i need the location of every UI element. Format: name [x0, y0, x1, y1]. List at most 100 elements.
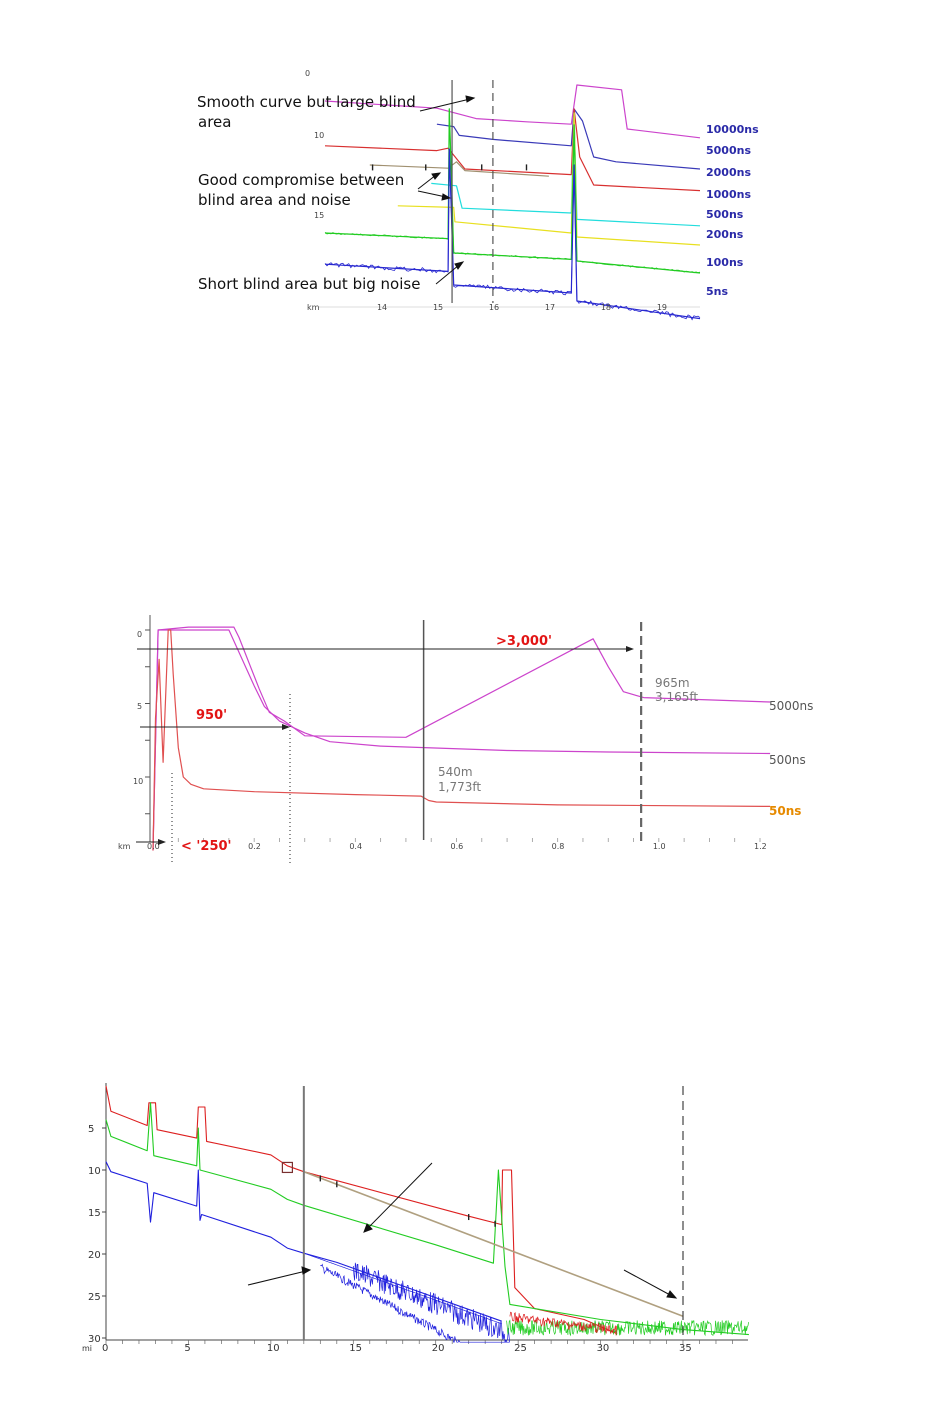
- series-line-green: [105, 1102, 749, 1336]
- series-label-500ns: 500ns: [706, 208, 744, 221]
- y-tick-10: 10: [133, 777, 143, 786]
- noise-burst-red: [509, 1311, 618, 1336]
- x-tick-1-0: 1.0: [653, 842, 666, 851]
- series-label-1000ns: 1000ns: [706, 188, 751, 201]
- chart-dead-zone-comparison: 0 5 10 5000ns 500ns 50ns km 0.0 0.2 0.4 0.6 0.8…: [118, 615, 813, 865]
- series-line-5000ns: [152, 626, 771, 851]
- y-tick-30: 30: [88, 1334, 101, 1345]
- x-tick-5: 5: [184, 1343, 190, 1354]
- range-arrow-head: [626, 646, 634, 652]
- chart2-x-ticks: km 0.0 0.2 0.4 0.6 0.8 1.0 1.2: [118, 842, 767, 851]
- y-tick-10: 10: [88, 1166, 101, 1177]
- y-tick-0: 0: [305, 69, 310, 78]
- y-tick-5: 5: [137, 702, 142, 711]
- x-axis-unit: mi: [82, 1344, 92, 1353]
- x-tick-19: 19: [657, 303, 667, 312]
- x-axis-unit: km: [307, 303, 320, 312]
- annotation-large-blind-2: area: [198, 113, 231, 131]
- chart3-arrows: [247, 1162, 678, 1299]
- arrow-blue-trace: [247, 1270, 307, 1286]
- series-label-5ns: 5ns: [706, 285, 728, 298]
- x-tick-0: 0: [102, 1343, 108, 1354]
- chart3-x-ticks: mi 0 5 10 15 20 25 30 35: [82, 1343, 692, 1354]
- chart1-x-ticks: km 14 15 16 17 18 19: [307, 303, 667, 312]
- series-line-50ns: [152, 629, 771, 851]
- arrow-head-noise: [454, 261, 465, 270]
- series-label-5000ns: 5000ns: [706, 144, 751, 157]
- series-label-100ns: 100ns: [706, 256, 744, 269]
- series-noise-100ns: [324, 108, 701, 274]
- noise-burst-blue: [320, 1263, 510, 1343]
- blind-950-arrow-head: [282, 724, 290, 730]
- chart2-axis: [145, 615, 761, 842]
- chart2-y-ticks: 0 5 10: [133, 630, 143, 786]
- annotation-compromise: Good compromise between: [198, 171, 404, 189]
- annotation-under-250ft: < '250': [181, 839, 232, 854]
- noise-burst-green: [506, 1319, 749, 1337]
- chart1-y-ticks: 0 10 15: [305, 69, 324, 220]
- annotation-over-3000ft: >3,000': [496, 634, 552, 649]
- x-axis-unit: km: [118, 842, 131, 851]
- arrow-compromise-b: [417, 190, 447, 198]
- x-tick-18: 18: [601, 303, 611, 312]
- series-line-5000ns: [436, 108, 701, 170]
- chart1-legend-labels: 10000ns 5000ns 2000ns 1000ns 500ns 200ns 100ns…: [706, 123, 759, 298]
- x-tick-14: 14: [377, 303, 387, 312]
- annotation-3165ft: 3,165ft: [655, 690, 698, 704]
- annotation-noise: Short blind area but big noise: [198, 275, 420, 293]
- series-label-500ns: 500ns: [769, 753, 806, 767]
- x-tick-0-8: 0.8: [552, 842, 565, 851]
- x-tick-0-2: 0.2: [248, 842, 261, 851]
- chart3-y-ticks: 5 10 15 20 25 30: [88, 1124, 106, 1345]
- x-tick-0-6: 0.6: [451, 842, 464, 851]
- series-line-500ns: [152, 629, 771, 851]
- arrow-head-green-trace: [363, 1223, 373, 1233]
- noise-burst-blue-base: [303, 1252, 502, 1325]
- arrow-head-compromise-a: [431, 172, 442, 180]
- x-tick-0-0: 0.0: [147, 842, 160, 851]
- annotation-965m: 965m: [655, 676, 690, 690]
- y-tick-15: 15: [88, 1208, 101, 1219]
- x-tick-35: 35: [679, 1343, 692, 1354]
- blind-250-arrow-head: [158, 839, 166, 845]
- chart2-legend-labels: 5000ns 500ns 50ns: [769, 699, 813, 818]
- series-label-200ns: 200ns: [706, 228, 744, 241]
- chart2-annotations: >3,000' 950' < '250' 965m 3,165ft 540m 1…: [136, 634, 698, 865]
- arrow-dashed-cursor: [623, 1269, 673, 1297]
- series-line-red: [105, 1085, 618, 1335]
- arrow-compromise-a: [417, 174, 437, 190]
- series-noise-5ns: [324, 148, 701, 321]
- arrow-head-large-blind: [465, 95, 476, 103]
- y-tick-20: 20: [88, 1250, 101, 1261]
- series-line-trend: [303, 1170, 684, 1317]
- y-tick-10: 10: [314, 131, 324, 140]
- annotation-950ft: 950': [196, 708, 227, 723]
- series-label-50ns: 50ns: [769, 804, 801, 818]
- arrow-green-trace: [367, 1162, 433, 1229]
- y-tick-15: 15: [314, 211, 324, 220]
- series-label-2000ns: 2000ns: [706, 166, 751, 179]
- y-tick-25: 25: [88, 1292, 101, 1303]
- chart-long-range-trace: 5 10 15 20 25 30 mi 0 5 10 15 20 25 30 35: [82, 1083, 749, 1354]
- annotation-1773ft: 1,773ft: [438, 780, 481, 794]
- noise-burst-blue-2: [352, 1262, 510, 1343]
- x-tick-10: 10: [267, 1343, 280, 1354]
- x-tick-16: 16: [489, 303, 499, 312]
- chart-pulse-width-comparison: 0 10 15 10000ns 5000ns 2000ns 1000ns 500ns 20…: [197, 69, 759, 321]
- x-tick-17: 17: [545, 303, 555, 312]
- x-tick-20: 20: [432, 1343, 445, 1354]
- event-box-marker: [281, 1161, 293, 1174]
- arrow-head-compromise-b: [441, 193, 452, 201]
- x-tick-15: 15: [349, 1343, 362, 1354]
- chart3-series: [105, 1085, 749, 1343]
- x-tick-25: 25: [514, 1343, 527, 1354]
- series-line-100ns: [324, 108, 701, 274]
- series-label-10000ns: 10000ns: [706, 123, 759, 136]
- chart2-series: [152, 626, 771, 851]
- series-line-blue: [105, 1161, 502, 1322]
- arrow-head-dashed-cursor: [666, 1290, 678, 1299]
- x-tick-0-4: 0.4: [349, 842, 362, 851]
- y-tick-0: 0: [137, 630, 142, 639]
- series-line-2000ns: [324, 108, 701, 192]
- annotation-large-blind: Smooth curve but large blind: [197, 93, 416, 111]
